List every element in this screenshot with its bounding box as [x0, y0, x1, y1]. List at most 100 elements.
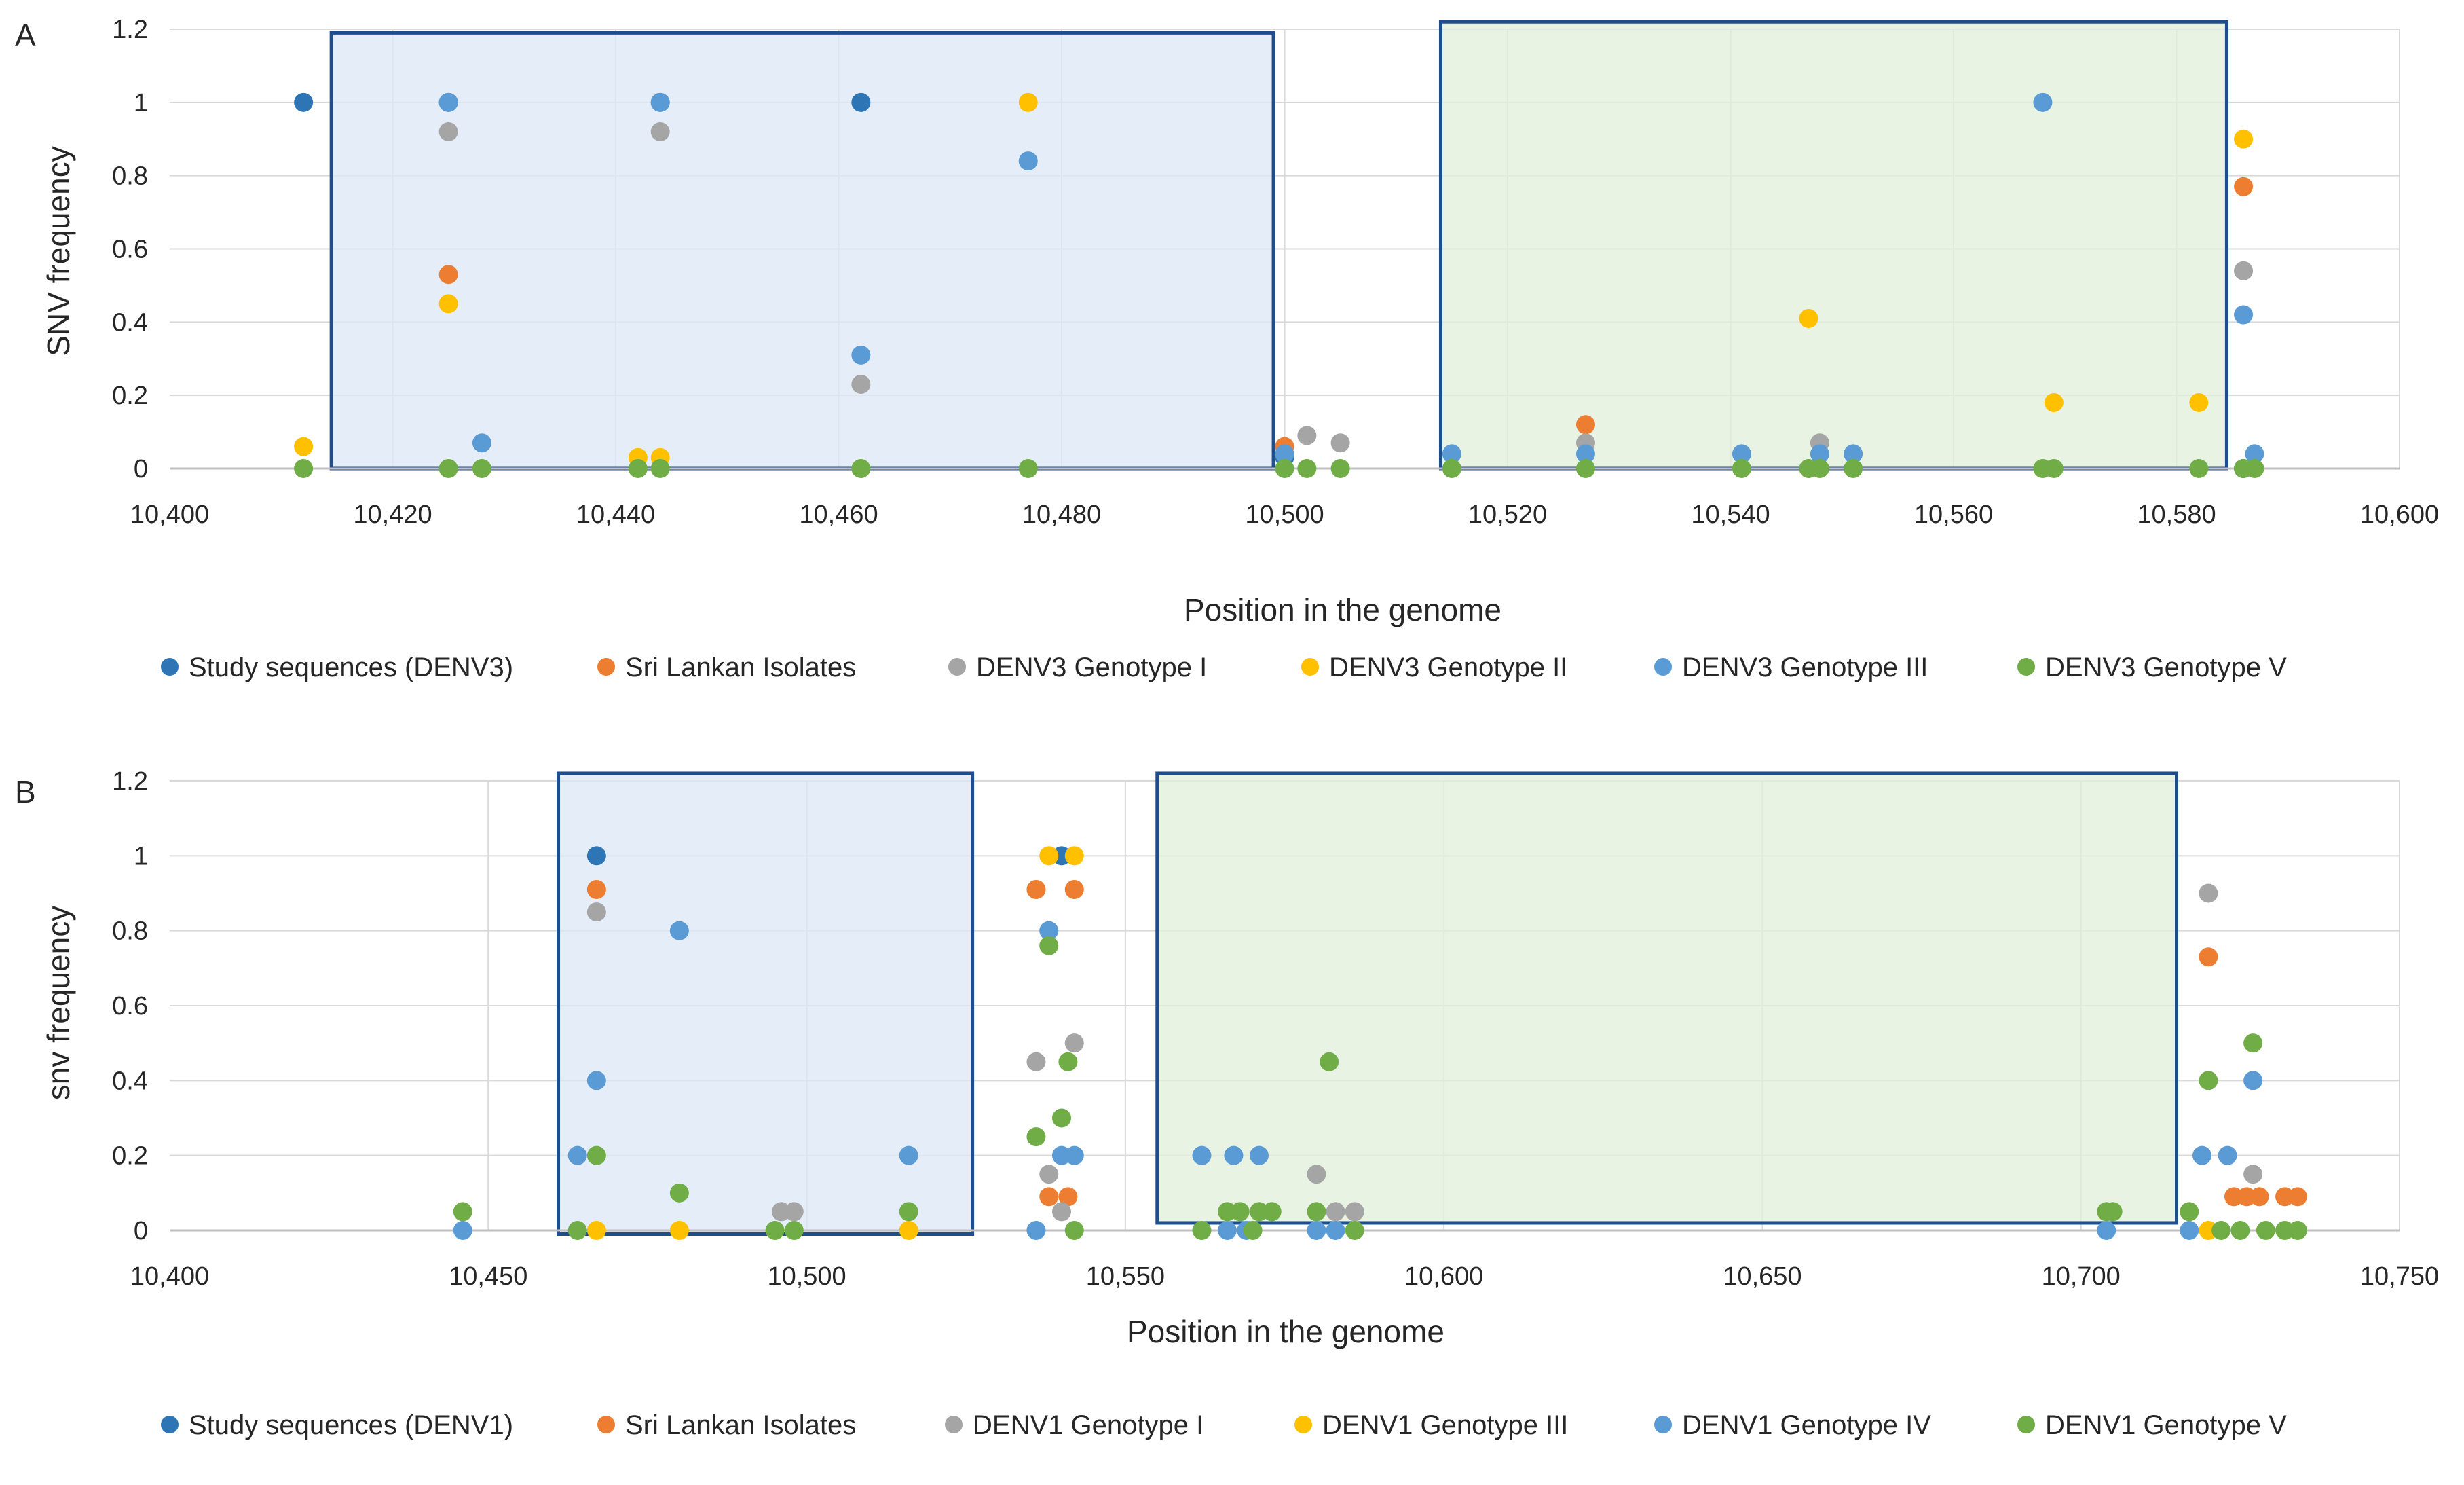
panel-b-point-denv1-genotype-v: [453, 1202, 472, 1222]
panel-a-x-tick-label: 10,520: [1468, 500, 1547, 529]
panel-b-point-denv1-genotype-v: [1307, 1202, 1326, 1222]
panel-a-point-denv3-genotype-iii: [1575, 444, 1595, 464]
panel-a-point-sri-lankan-isolates: [2234, 177, 2254, 196]
panel-b-x-tick-label: 10,650: [1723, 1262, 1802, 1291]
panel-b-legend-label: Sri Lankan Isolates: [625, 1410, 856, 1440]
panel-a-point-denv3-genotype-ii: [2044, 392, 2064, 412]
panel-a-point-denv3-genotype-iii: [851, 345, 871, 365]
panel-a-x-tick-label: 10,600: [2360, 500, 2439, 529]
panel-a-point-denv3-genotype-iii: [472, 433, 491, 453]
panel-a-point-denv3-genotype-iii: [1018, 151, 1038, 171]
panel-b-point-denv1-genotype-v: [1230, 1202, 1250, 1222]
panel-a-y-tick-label: 0.2: [112, 382, 148, 410]
panel-b-legend-label: DENV1 Genotype IV: [1682, 1410, 1931, 1440]
panel-a-x-axis-title: Position in the genome: [1184, 592, 1501, 627]
panel-a-y-tick-label: 1.2: [112, 16, 148, 44]
panel-a-point-denv3-genotype-v: [1575, 459, 1595, 478]
panel-b-point-denv1-genotype-v: [1262, 1202, 1282, 1222]
panel-b-x-tick-label: 10,400: [130, 1262, 209, 1291]
panel-b-point-sri-lankan-isolates: [2199, 947, 2218, 967]
panel-b-point-denv1-genotype-v: [784, 1221, 804, 1240]
panel-b-point-denv1-genotype-iv: [899, 1145, 918, 1165]
panel-a-point-denv3-genotype-iii: [1275, 444, 1294, 464]
panel-b-legend-label: DENV1 Genotype III: [1322, 1410, 1568, 1440]
panel-a-point-denv3-genotype-v: [1844, 459, 1863, 478]
panel-a-legend-marker: [1301, 658, 1319, 676]
panel-b-point-denv1-genotype-iii: [1039, 846, 1059, 866]
panel-b-point-sri-lankan-isolates: [2250, 1187, 2269, 1207]
panel-b-legend: Study sequences (DENV1) Sri Lankan Isolat…: [161, 1410, 2287, 1440]
panel-b-point-denv1-genotype-v: [2288, 1221, 2307, 1240]
panel-b-point-denv1-genotype-v: [1243, 1221, 1263, 1240]
panel-b-point-denv1-genotype-iv: [1192, 1145, 1212, 1165]
panel-a-legend: Study sequences (DENV3) Sri Lankan Isolat…: [161, 653, 2287, 682]
panel-b-point-sri-lankan-isolates: [1064, 879, 1084, 899]
panel-b-x-axis-title: Position in the genome: [1127, 1314, 1444, 1349]
panel-a-legend-label: DENV3 Genotype I: [976, 653, 1207, 682]
panel-b-y-axis-title: snv frequency: [41, 906, 76, 1100]
panel-a-point-denv3-genotype-iii: [1732, 444, 1751, 464]
panel-a-x-tick-label: 10,440: [576, 500, 655, 529]
panel-a-point-denv3-genotype-v: [650, 459, 670, 478]
panel-b-point-denv1-genotype-v: [1039, 936, 1059, 955]
panel-b-legend-marker: [161, 1416, 179, 1433]
panel-a-point-denv3-genotype-v: [472, 459, 491, 478]
panel-b-point-sri-lankan-isolates: [586, 879, 606, 899]
panel-a-legend-label: Sri Lankan Isolates: [625, 653, 856, 682]
panel-b-point-denv1-genotype-v: [2211, 1221, 2231, 1240]
panel-a-legend-marker: [2017, 658, 2035, 676]
panel-b-point-denv1-genotype-v: [1192, 1221, 1212, 1240]
panel-a-point-denv3-genotype-v: [1297, 459, 1317, 478]
panel-a-blue-region: [329, 31, 1275, 471]
panel-b-point-denv1-genotype-iv: [669, 921, 689, 940]
panel-a-point-denv3-genotype-v: [294, 459, 314, 478]
panel-b-point-denv1-genotype-v: [2230, 1221, 2250, 1240]
panel-b-point-denv1-genotype-iv: [1249, 1145, 1269, 1165]
panel-a-point-denv3-genotype-iii: [1844, 444, 1863, 464]
panel-a-legend-label: Study sequences (DENV3): [189, 653, 513, 682]
panel-b-point-denv1-genotype-iii: [586, 1221, 606, 1240]
panel-b-point-denv1-genotype-iv: [1039, 921, 1059, 940]
panel-b-legend-label: Study sequences (DENV1): [189, 1410, 513, 1440]
panel-b-point-denv1-genotype-v: [899, 1202, 918, 1222]
panel-b-point-denv1-genotype-v: [1345, 1221, 1364, 1240]
panel-b-x-tick-label: 10,600: [1404, 1262, 1483, 1291]
panel-a-point-sri-lankan-isolates: [438, 265, 458, 285]
panel-a-point-denv3-genotype-v: [1018, 459, 1038, 478]
panel-a-point-study-sequences-denv3: [294, 92, 314, 112]
panel-b-point-denv1-genotype-v: [2256, 1221, 2275, 1240]
panel-b-point-denv1-genotype-iv: [2180, 1221, 2199, 1240]
panel-a-point-denv3-genotype-v: [2245, 459, 2264, 478]
panel-b-point-sri-lankan-isolates: [1039, 1187, 1059, 1207]
panel-a-point-denv3-genotype-i: [650, 122, 670, 141]
panel-b-y-tick-label: 1: [134, 842, 148, 870]
panel-a-point-denv3-genotype-iii: [1810, 444, 1829, 464]
panel-b-blue-region: [557, 771, 975, 1236]
panel-a-point-denv3-genotype-ii: [1018, 92, 1038, 112]
panel-a-point-denv3-genotype-iii: [2033, 92, 2053, 112]
panel-a-point-denv3-genotype-v: [628, 459, 648, 478]
panel-a-point-denv3-genotype-i: [851, 374, 871, 394]
panel-b-point-denv1-genotype-iv: [2218, 1145, 2237, 1165]
panel-a-y-axis-title: SNV frequency: [41, 146, 76, 356]
panel-b-y-tick-label: 1.2: [112, 767, 148, 796]
panel-a-point-denv3-genotype-i: [2234, 261, 2254, 280]
panel-a-y-tick-label: 0.8: [112, 162, 148, 191]
panel-a-point-denv3-genotype-ii: [2189, 392, 2209, 412]
panel-b-point-denv1-genotype-iv: [586, 1071, 606, 1090]
panel-b-point-study-sequences-denv1: [586, 846, 606, 866]
panel-a-point-denv3-genotype-v: [2189, 459, 2209, 478]
panel-b-point-denv1-genotype-iv: [1218, 1221, 1237, 1240]
panel-a-point-denv3-genotype-ii: [1799, 308, 1818, 328]
panel-b-point-denv1-genotype-v: [2103, 1202, 2123, 1222]
panel-b-x-tick-label: 10,700: [2042, 1262, 2121, 1291]
panel-b-green-region: [1155, 771, 2178, 1225]
panel-b-point-denv1-genotype-i: [1026, 1052, 1046, 1071]
panel-a-label: A: [15, 18, 36, 53]
panel-b-point-denv1-genotype-i: [1039, 1165, 1059, 1184]
panel-a-green-region: [1438, 20, 2228, 471]
panel-a-point-denv3-genotype-v: [438, 459, 458, 478]
panel-b-point-denv1-genotype-i: [784, 1202, 804, 1222]
panel-a-legend-marker: [1654, 658, 1672, 676]
panel-a-point-denv3-genotype-v: [1330, 459, 1350, 478]
